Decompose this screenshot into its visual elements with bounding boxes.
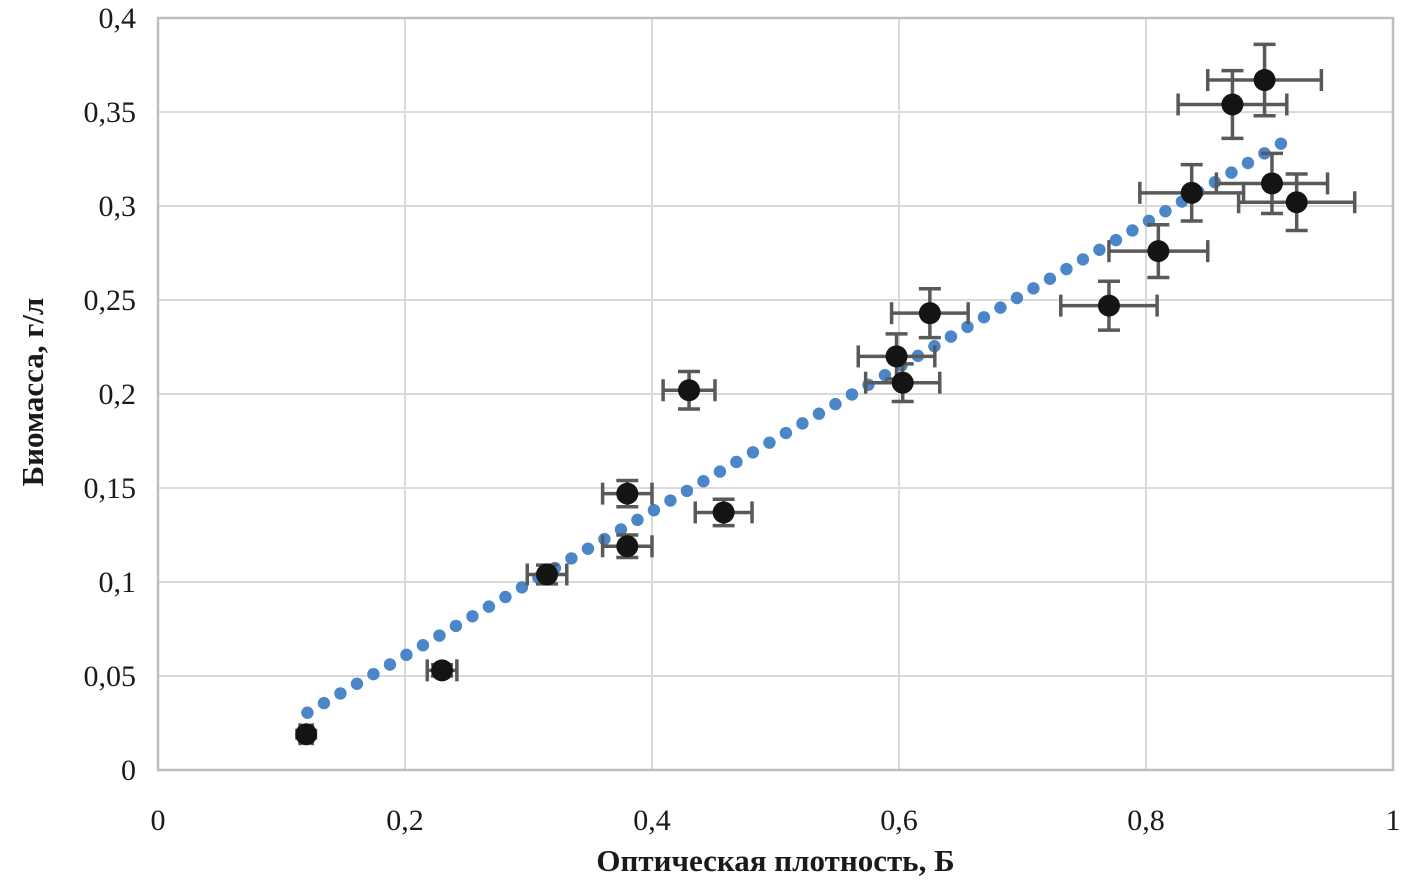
x-tick-label: 0,6 <box>880 804 918 837</box>
plot-border <box>156 16 1395 772</box>
x-axis-title: Оптическая плотность, Б <box>596 843 955 878</box>
data-point <box>1253 69 1276 92</box>
data-point <box>1097 294 1120 317</box>
data-point <box>918 302 941 325</box>
data-point <box>678 379 701 402</box>
x-tick-label: 0,2 <box>386 804 424 837</box>
data-point <box>616 535 639 558</box>
y-tick-label: 0,4 <box>99 2 137 35</box>
data-point <box>536 563 559 586</box>
data-point <box>1260 172 1283 195</box>
data-point <box>712 501 735 524</box>
data-point <box>1221 93 1244 116</box>
data-point <box>1285 191 1308 214</box>
x-tick-label: 0,8 <box>1127 804 1165 837</box>
y-tick-label: 0 <box>121 754 136 787</box>
y-axis-title: Биомасса, г/л <box>15 297 50 487</box>
gridlines <box>157 17 1394 771</box>
data-point <box>885 345 908 368</box>
x-axis-tick-labels: 0 0,2 0,4 0,6 0,8 1 <box>151 804 1401 837</box>
trendline <box>301 137 1288 719</box>
x-tick-label: 1 <box>1386 804 1401 837</box>
y-tick-label: 0,05 <box>84 660 137 693</box>
x-tick-label: 0 <box>151 804 166 837</box>
data-point <box>616 482 639 505</box>
y-axis-tick-labels: 0 0,05 0,1 0,15 0,2 0,25 0,3 0,35 0,4 <box>84 2 137 787</box>
y-tick-label: 0,3 <box>99 190 137 223</box>
data-points <box>295 69 1308 746</box>
data-point <box>1147 240 1170 263</box>
y-tick-label: 0,35 <box>84 96 137 129</box>
data-point <box>891 371 914 394</box>
y-tick-label: 0,2 <box>99 378 137 411</box>
y-tick-label: 0,25 <box>84 284 137 317</box>
data-point <box>295 723 318 746</box>
x-tick-label: 0,4 <box>633 804 671 837</box>
y-tick-label: 0,1 <box>99 566 137 599</box>
y-tick-label: 0,15 <box>84 472 137 505</box>
data-point <box>431 659 454 682</box>
data-point <box>1180 181 1203 204</box>
